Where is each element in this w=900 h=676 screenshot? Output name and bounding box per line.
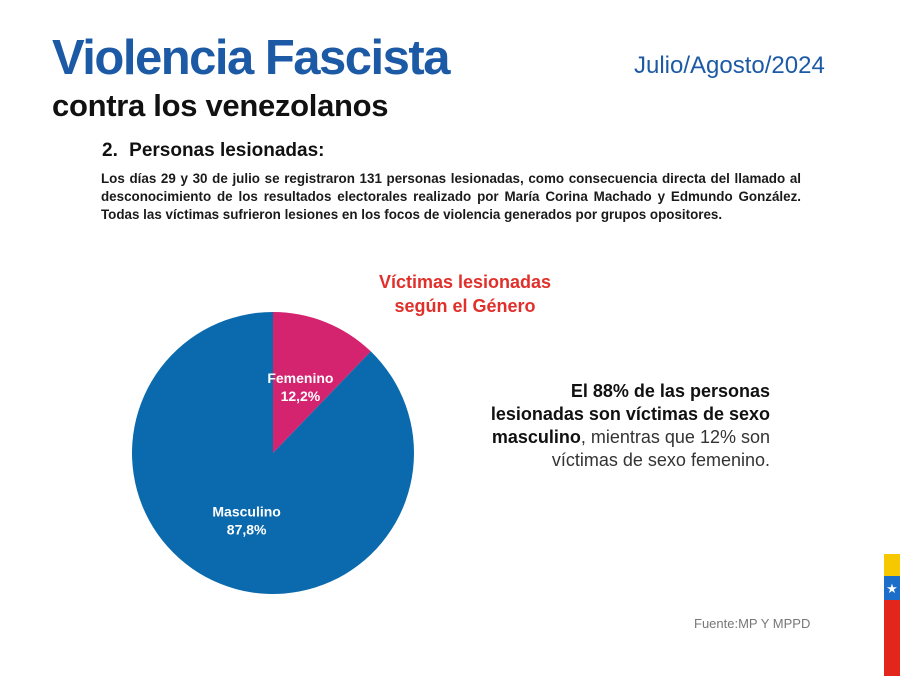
report-date: Julio/Agosto/2024 [634,52,825,79]
flag-blue-stripe: ★ [884,576,900,600]
chart-subtitle: según el Género [394,296,536,316]
pie-label-femenino: Femenino [267,370,333,386]
pie-chart: Masculino 87,8% Femenino 12,2% [131,312,414,594]
chart-title-block: Víctimas lesionadas según el Género [340,270,590,318]
page-subtitle: contra los venezolanos [52,88,389,123]
callout-emphasis: El 88% de las personas lesionadas son ví… [490,381,770,447]
summary-callout: El 88% de las personas lesionadas son ví… [490,380,770,472]
section-heading: 2. Personas lesionadas: [102,141,325,160]
flag-yellow-stripe [884,554,900,576]
star-icon: ★ [886,580,898,596]
pie-value-masculino: 87,8% [227,521,267,537]
venezuela-flag-icon: ★ [884,554,900,676]
chart-title: Víctimas lesionadas [378,272,552,292]
pie-value-femenino: 12,2% [281,388,321,404]
pie-label-masculino: Masculino [212,503,280,519]
source-note: Fuente:MP Y MPPD [694,616,811,631]
section-title: Personas lesionadas: [129,140,325,161]
flag-red-stripe [884,600,900,676]
pie-slice-masculino [131,312,414,594]
section-body: Los días 29 y 30 de julio se registraron… [101,171,801,222]
page-title: Violencia Fascista [52,31,451,85]
pie-slice-femenino [273,312,371,453]
callout-text: , mientras que 12% son víctimas de sexo … [551,427,770,470]
section-number: 2. [102,140,118,161]
